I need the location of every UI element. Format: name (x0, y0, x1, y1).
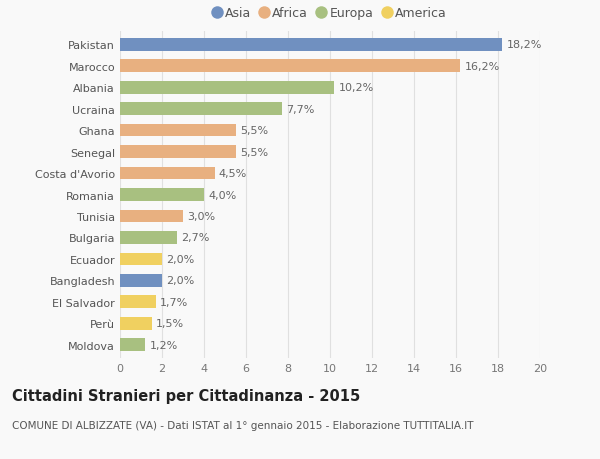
Text: 2,7%: 2,7% (181, 233, 209, 243)
Text: 16,2%: 16,2% (464, 62, 500, 72)
Bar (120, 146, 235, 159)
Bar (120, 60, 460, 73)
Text: 3,0%: 3,0% (187, 212, 215, 222)
Text: 2,0%: 2,0% (166, 276, 194, 286)
Bar (120, 210, 183, 223)
Bar (120, 253, 162, 266)
Bar (120, 274, 162, 287)
Bar (120, 317, 151, 330)
Text: 5,5%: 5,5% (240, 126, 268, 136)
Text: 10,2%: 10,2% (338, 83, 374, 93)
Text: COMUNE DI ALBIZZATE (VA) - Dati ISTAT al 1° gennaio 2015 - Elaborazione TUTTITAL: COMUNE DI ALBIZZATE (VA) - Dati ISTAT al… (12, 420, 473, 430)
Text: 4,0%: 4,0% (208, 190, 236, 200)
Text: 1,5%: 1,5% (156, 319, 184, 329)
Bar (120, 339, 145, 352)
Text: Cittadini Stranieri per Cittadinanza - 2015: Cittadini Stranieri per Cittadinanza - 2… (12, 388, 360, 403)
Bar (120, 189, 204, 202)
Bar (120, 103, 282, 116)
Bar (120, 167, 215, 180)
Bar (120, 81, 334, 94)
Text: 1,7%: 1,7% (160, 297, 188, 307)
Text: 5,5%: 5,5% (240, 147, 268, 157)
Text: 1,2%: 1,2% (149, 340, 178, 350)
Bar (120, 39, 502, 51)
Text: 4,5%: 4,5% (218, 168, 247, 179)
Text: 18,2%: 18,2% (506, 40, 542, 50)
Bar (120, 124, 235, 137)
Legend: Asia, Africa, Europa, America: Asia, Africa, Europa, America (211, 5, 449, 22)
Text: 7,7%: 7,7% (286, 104, 314, 114)
Bar (120, 296, 156, 309)
Bar (120, 231, 176, 244)
Text: 2,0%: 2,0% (166, 254, 194, 264)
